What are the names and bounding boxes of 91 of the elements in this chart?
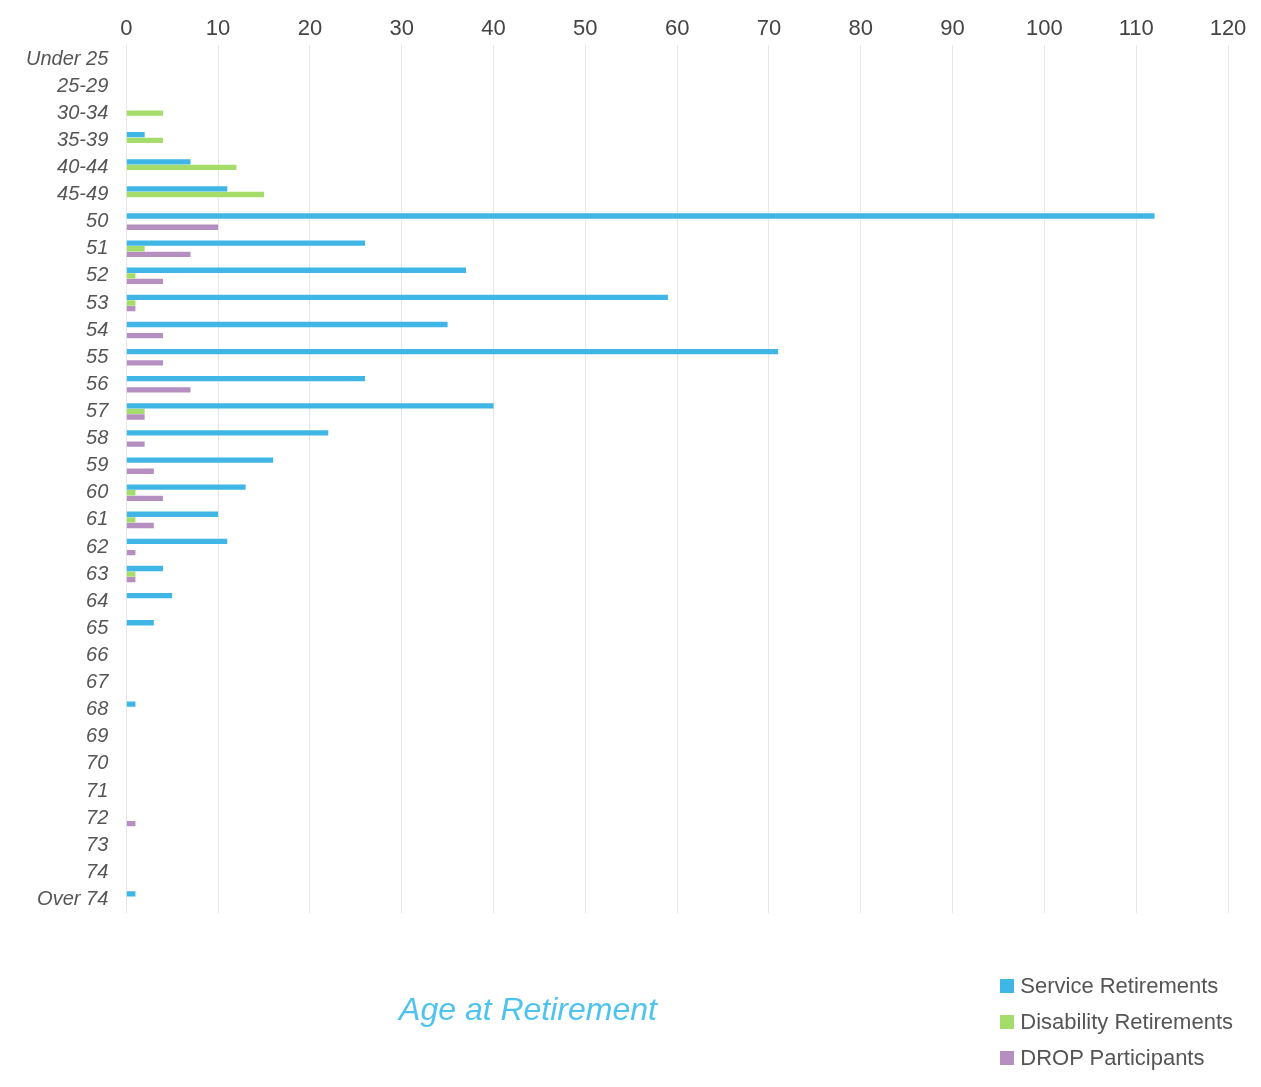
y-tick-label: 53 [86,290,109,313]
bar [126,538,228,545]
bar [126,360,163,366]
y-tick-label: 61 [86,507,109,530]
bar [126,224,219,230]
bar [126,468,154,474]
bar [126,430,329,436]
y-tick-label: 45-49 [57,182,109,205]
y-tick-label: 30-34 [57,100,109,123]
x-tick-label: 0 [120,15,133,41]
bar [126,522,154,529]
y-tick-label: 64 [86,588,109,611]
bar [126,484,246,490]
bar [126,517,136,523]
x-tick-label: 50 [573,15,598,41]
y-tick-label: 57 [86,398,110,421]
x-tick-label: 100 [1026,15,1063,41]
bar [126,240,365,246]
bar [126,278,163,285]
bar [126,408,145,415]
x-tick-label: 90 [940,15,965,41]
bar [126,333,163,339]
bar [126,376,365,382]
bar [126,191,264,198]
y-tick-label: 52 [86,263,109,286]
bar [126,273,136,279]
x-tick-label: 40 [481,15,506,41]
x-tick-label: 110 [1118,15,1154,41]
y-tick-label: 74 [86,859,109,882]
bar [126,213,1155,219]
bar [126,592,173,599]
bar [126,164,237,171]
bar [126,246,145,252]
bar [126,620,154,626]
bar [126,701,136,707]
y-tick-label: 70 [86,751,109,774]
bar [126,348,779,355]
y-tick-label: 63 [86,561,109,584]
y-tick-label: 68 [86,697,109,720]
y-tick-label: 73 [86,832,109,855]
y-tick-label: Under 25 [25,46,110,69]
x-tick-label: 80 [848,15,873,41]
y-tick-label: 55 [86,344,110,367]
bar [126,137,163,143]
bar [126,565,163,572]
y-tick-label: 62 [86,534,109,557]
bar [126,571,136,577]
y-tick-label: 51 [86,236,109,259]
y-tick-label: 60 [86,480,109,503]
bar [126,267,466,273]
y-tick-label: 59 [86,453,109,476]
y-tick-label: 67 [86,670,110,693]
y-tick-label: 54 [86,317,109,340]
legend-label: Disability Retirements [1020,1009,1233,1035]
bar [126,186,228,192]
y-tick-label: 69 [86,724,109,747]
bar [126,300,136,306]
x-tick-label: 30 [389,15,414,41]
y-tick-label: 65 [86,615,110,638]
x-tick-label: 20 [297,15,323,41]
y-tick-label: Over 74 [37,887,109,910]
x-tick-label: 60 [664,15,690,41]
legend-label: DROP Participants [1020,1045,1205,1071]
y-tick-label: 71 [86,778,109,801]
bar [126,495,163,502]
bar [126,441,145,447]
text: Age at Retirement [396,991,659,1028]
bar [126,457,274,463]
bar [126,414,145,420]
y-tick-label: 56 [86,371,110,394]
bar [126,294,668,301]
y-tick-label: 72 [86,805,109,828]
x-tick-label: 10 [205,15,231,41]
x-tick-label: 70 [756,15,782,41]
y-tick-label: 66 [86,642,110,665]
bar [126,387,191,393]
y-tick-label: 50 [86,209,109,232]
bar [126,110,163,116]
y-tick-label: 35-39 [57,127,109,150]
y-tick-label: 40-44 [57,154,109,177]
bar [126,159,191,165]
y-tick-label: 58 [86,426,109,449]
bar [126,251,191,258]
bar [126,511,219,517]
bar [126,321,448,328]
y-tick-label: 25-29 [56,73,109,96]
bar [126,891,136,897]
x-tick-label: 120 [1209,15,1247,41]
bar [126,132,145,138]
legend-label: Service Retirements [1020,973,1219,999]
bar [126,403,494,409]
